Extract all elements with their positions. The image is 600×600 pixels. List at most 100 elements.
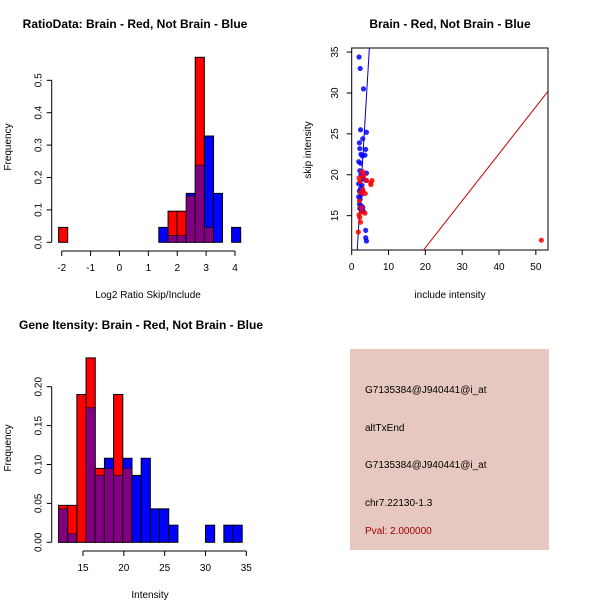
info-panel: G7135384@J940441@i_at altTxEnd G7135384@… — [350, 349, 549, 550]
bar-not-brain — [212, 192, 224, 243]
x-tick-label: 2 — [174, 263, 180, 274]
y-tick-label: 0.0 — [34, 235, 45, 249]
event-type: altTxEnd — [365, 423, 405, 434]
x-tick-label: 25 — [159, 563, 171, 574]
point-not-brain — [360, 86, 367, 92]
point-brain — [538, 237, 544, 243]
point-brain — [357, 219, 364, 225]
bar-not-brain — [204, 524, 216, 543]
bar-not-brain — [223, 524, 234, 543]
chart-title: Gene Itensity: Brain - Red, Not Brain - … — [19, 318, 263, 332]
bar-not-brain — [168, 524, 179, 543]
point-brain — [363, 177, 370, 184]
point-not-brain — [356, 140, 363, 146]
bar-overlap — [176, 234, 187, 243]
x-tick-label: 1 — [146, 263, 152, 274]
x-axis-label: include intensity — [414, 290, 485, 301]
bar-not-brain — [149, 508, 161, 543]
y-tick-label: 0.4 — [34, 105, 45, 119]
pval: Pval: 2.000000 — [365, 526, 432, 537]
y-tick-label: 0.1 — [34, 203, 45, 217]
y-tick-label: 20 — [330, 169, 341, 181]
point-not-brain — [363, 129, 370, 135]
point-brain — [359, 208, 365, 215]
x-tick-label: 30 — [200, 563, 212, 574]
x-tick-label: 30 — [457, 262, 469, 273]
point-not-brain — [356, 54, 362, 60]
y-tick-label: 0.3 — [34, 138, 45, 152]
bar-not-brain — [232, 524, 243, 543]
point-not-brain — [363, 227, 369, 233]
plot-box — [351, 47, 549, 251]
point-not-brain — [363, 238, 370, 244]
point-brain — [361, 172, 367, 178]
x-tick-label: 20 — [420, 262, 432, 273]
bar-not-brain — [231, 226, 242, 243]
y-axis-label: Frequency — [3, 424, 14, 471]
y-tick-label: 0.15 — [34, 415, 45, 435]
probe-id-2: G7135384@J940441@i_at — [365, 460, 487, 471]
bar-not-brain — [159, 508, 170, 543]
point-not-brain — [360, 136, 366, 142]
point-not-brain — [357, 127, 364, 133]
bar-not-brain — [131, 474, 142, 543]
y-tick-label: 0.20 — [34, 377, 45, 397]
x-tick-label: 10 — [383, 262, 395, 273]
chart-title: Brain - Red, Not Brain - Blue — [369, 17, 531, 31]
y-tick-label: 0.2 — [34, 170, 45, 184]
y-axis-label: skip intensity — [303, 121, 314, 178]
point-brain — [368, 180, 374, 186]
bar-overlap — [167, 234, 178, 243]
x-tick-label: 4 — [232, 263, 238, 274]
bar-overlap — [67, 533, 78, 543]
y-tick-label: 0.10 — [34, 454, 45, 474]
y-axis-label: Frequency — [3, 123, 14, 170]
y-tick-label: 0.05 — [34, 493, 45, 513]
bar-overlap — [94, 474, 105, 543]
probe-id-1: G7135384@J940441@i_at — [365, 385, 487, 396]
x-tick-label: 20 — [118, 563, 130, 574]
bar-not-brain — [140, 457, 151, 543]
x-tick-label: 15 — [77, 563, 89, 574]
bar-overlap — [103, 467, 115, 543]
bar-overlap — [113, 474, 124, 543]
regression-line-brain — [423, 91, 549, 250]
x-axis-label: Log2 Ratio Skip/Include — [95, 290, 201, 301]
point-brain — [362, 190, 368, 197]
bar-not-brain — [158, 226, 169, 243]
x-axis-label: Intensity — [131, 590, 168, 600]
x-tick-label: 3 — [203, 263, 209, 274]
y-tick-label: 30 — [330, 87, 341, 99]
chart-title: RatioData: Brain - Red, Not Brain - Blue — [23, 17, 248, 31]
x-tick-label: 0 — [349, 262, 355, 273]
y-tick-label: 25 — [330, 128, 341, 140]
bar-brain — [76, 393, 87, 543]
x-tick-label: 0 — [117, 263, 123, 274]
bar-overlap — [194, 164, 205, 243]
x-tick-label: 50 — [530, 262, 542, 273]
bar-overlap — [122, 467, 133, 543]
point-brain — [360, 186, 366, 193]
point-not-brain — [359, 153, 365, 159]
point-not-brain — [357, 65, 363, 72]
point-not-brain — [357, 160, 364, 166]
point-brain — [358, 204, 364, 211]
bar-overlap — [85, 407, 96, 543]
point-not-brain — [363, 146, 369, 153]
x-tick-label: -1 — [86, 263, 95, 274]
point-not-brain — [357, 145, 363, 152]
y-tick-label: 35 — [330, 46, 341, 58]
y-tick-label: 15 — [330, 210, 341, 222]
bar-overlap — [185, 195, 196, 243]
x-tick-label: -2 — [57, 263, 66, 274]
location: chr7.22130-1.3 — [365, 498, 433, 509]
y-tick-label: 0.5 — [34, 73, 45, 87]
point-brain — [357, 178, 363, 184]
point-brain — [356, 198, 363, 204]
bar-overlap — [58, 508, 69, 543]
x-tick-label: 40 — [493, 262, 505, 273]
point-brain — [355, 229, 361, 235]
bar-overlap — [203, 226, 215, 243]
